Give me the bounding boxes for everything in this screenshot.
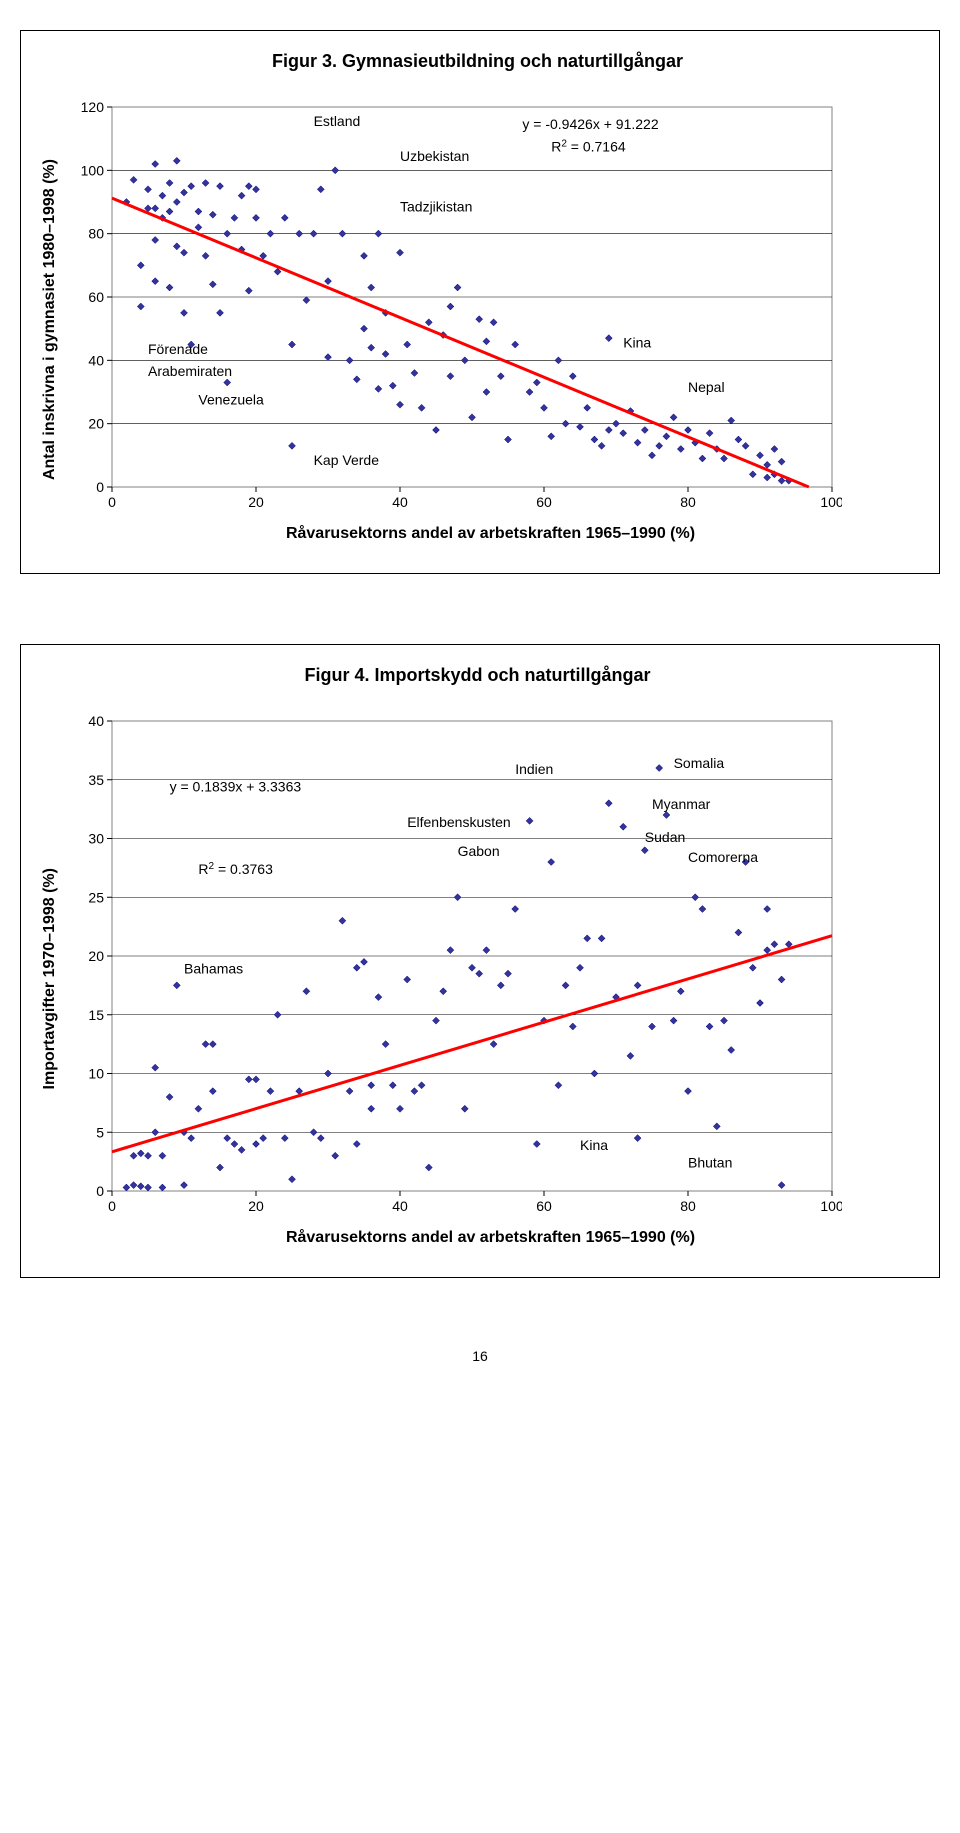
chart-2-xlabel: Råvarusektorns andel av arbetskraften 19… <box>67 1229 914 1247</box>
chart-2-body: Importavgifter 1970–1998 (%) 0 5 10 15 20 25 3… <box>41 711 914 1247</box>
chart-2-title: Figur 4. Importskydd och naturtillgångar <box>41 665 914 686</box>
svg-text:80: 80 <box>680 1198 696 1214</box>
svg-text:60: 60 <box>536 1198 552 1214</box>
svg-text:Gabon: Gabon <box>458 843 500 859</box>
chart-1-plot-column: 0 20 40 60 80 100 120 0 20 40 60 80 100 Estland Uzbeki… <box>67 97 914 543</box>
chart-2-svg: 0 5 10 15 20 25 30 35 40 0 20 40 60 80 100 Bahamas Indie… <box>67 711 842 1221</box>
svg-text:0: 0 <box>96 479 104 495</box>
svg-text:Förenade: Förenade <box>148 341 208 357</box>
svg-text:Somalia: Somalia <box>674 755 725 771</box>
chart-1-svg: 0 20 40 60 80 100 120 0 20 40 60 80 100 Estland Uzbeki… <box>67 97 842 517</box>
svg-text:Venezuela: Venezuela <box>198 392 264 408</box>
chart-1-title: Figur 3. Gymnasieutbildning och naturtil… <box>41 51 914 72</box>
svg-text:120: 120 <box>81 99 105 115</box>
chart-1-container: Figur 3. Gymnasieutbildning och naturtil… <box>20 30 940 574</box>
svg-text:Bahamas: Bahamas <box>184 961 243 977</box>
svg-text:Indien: Indien <box>515 761 553 777</box>
svg-text:Kap Verde: Kap Verde <box>314 452 380 468</box>
svg-text:10: 10 <box>88 1066 104 1082</box>
chart-1-xlabel: Råvarusektorns andel av arbetskraften 19… <box>67 525 914 543</box>
svg-text:20: 20 <box>88 416 104 432</box>
svg-text:0: 0 <box>96 1183 104 1199</box>
svg-text:Arabemiraten: Arabemiraten <box>148 363 232 379</box>
svg-text:0: 0 <box>108 1198 116 1214</box>
svg-text:20: 20 <box>248 494 264 510</box>
svg-text:Myanmar: Myanmar <box>652 796 711 812</box>
svg-text:100: 100 <box>820 1198 842 1214</box>
svg-text:15: 15 <box>88 1007 104 1023</box>
chart-1-ylabel: Antal inskrivna i gymnasiet 1980–1998 (%… <box>41 159 59 480</box>
chart-1-body: Antal inskrivna i gymnasiet 1980–1998 (%… <box>41 97 914 543</box>
svg-text:Nepal: Nepal <box>688 379 725 395</box>
svg-text:35: 35 <box>88 772 104 788</box>
chart-2-ylabel: Importavgifter 1970–1998 (%) <box>41 868 59 1089</box>
page-number: 16 <box>20 1348 940 1364</box>
svg-text:40: 40 <box>88 352 104 368</box>
svg-text:Sudan: Sudan <box>645 829 685 845</box>
svg-text:60: 60 <box>536 494 552 510</box>
svg-text:Kina: Kina <box>623 335 651 351</box>
svg-text:80: 80 <box>680 494 696 510</box>
svg-text:0: 0 <box>108 494 116 510</box>
chart-2-container: Figur 4. Importskydd och naturtillgångar… <box>20 644 940 1278</box>
chart-2-plot-column: 0 5 10 15 20 25 30 35 40 0 20 40 60 80 100 Bahamas Indie… <box>67 711 914 1247</box>
svg-text:5: 5 <box>96 1124 104 1140</box>
svg-text:y = -0.9426x + 91.222: y = -0.9426x + 91.222 <box>522 116 658 132</box>
svg-text:60: 60 <box>88 289 104 305</box>
svg-text:Uzbekistan: Uzbekistan <box>400 148 469 164</box>
svg-text:Elfenbenskusten: Elfenbenskusten <box>407 814 511 830</box>
svg-text:100: 100 <box>820 494 842 510</box>
svg-text:100: 100 <box>81 162 105 178</box>
svg-text:Tadzjikistan: Tadzjikistan <box>400 199 472 215</box>
svg-text:40: 40 <box>88 713 104 729</box>
svg-text:40: 40 <box>392 1198 408 1214</box>
svg-text:30: 30 <box>88 831 104 847</box>
svg-text:y = 0.1839x + 3.3363: y = 0.1839x + 3.3363 <box>170 779 302 795</box>
svg-text:Comorerna: Comorerna <box>688 849 758 865</box>
svg-text:25: 25 <box>88 889 104 905</box>
svg-text:80: 80 <box>88 226 104 242</box>
svg-text:Kina: Kina <box>580 1137 608 1153</box>
svg-text:20: 20 <box>248 1198 264 1214</box>
svg-text:20: 20 <box>88 948 104 964</box>
svg-text:Estland: Estland <box>314 113 361 129</box>
svg-text:40: 40 <box>392 494 408 510</box>
svg-text:Bhutan: Bhutan <box>688 1155 732 1171</box>
